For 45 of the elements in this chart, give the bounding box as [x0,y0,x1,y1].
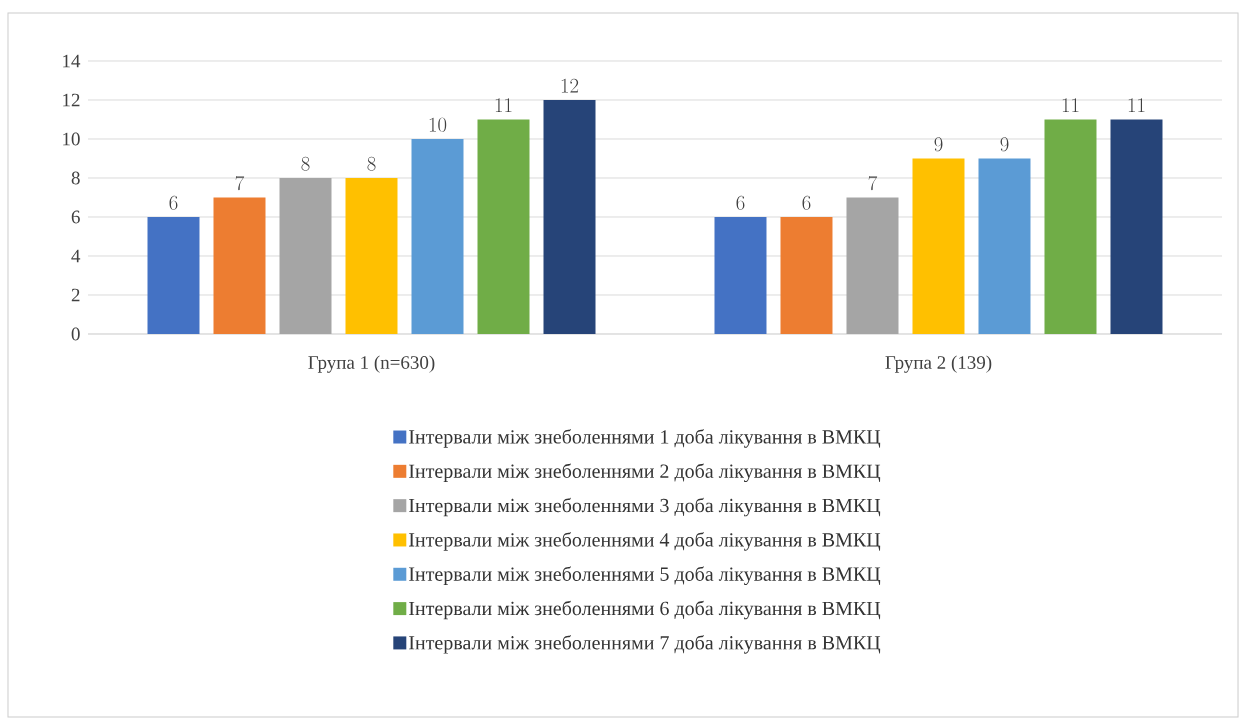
y-tick-label: 4 [71,249,81,263]
bar [279,178,332,334]
data-label: 11 [1128,98,1145,112]
data-label: 12 [561,78,579,93]
legend-label: Інтервали між знеболеннями 2 доба лікування в ВМКЦ [409,463,881,483]
x-tick-label: Група 1 (n=630) [308,355,435,373]
bar [846,197,899,334]
bar [912,158,965,334]
bar [477,119,530,334]
data-label: 6 [169,195,178,210]
y-tick-label: 10 [63,132,80,146]
y-tick-label: 0 [71,327,80,341]
data-label: 9 [934,137,943,152]
bar [780,217,833,334]
bar [543,99,596,334]
bar [147,217,200,334]
bar [978,158,1031,334]
x-tick-label: Група 2 (139) [885,355,992,373]
y-tick-label: 14 [63,54,81,68]
bar [345,178,398,334]
y-tick-label: 8 [71,171,80,185]
data-label: 7 [235,175,245,191]
legend-label: Інтервали між знеболеннями 4 доба лікування в ВМКЦ [409,532,881,551]
data-label: 11 [495,98,512,112]
bar [1044,119,1097,334]
bar [411,139,464,334]
y-tick-label: 2 [71,288,80,302]
data-label: 7 [868,175,878,191]
data-label: 10 [429,117,447,132]
data-label: 11 [1062,98,1079,112]
legend-label: Інтервали між знеболеннями 7 доба лікування в ВМКЦ [409,635,881,654]
data-label: 6 [802,195,811,210]
legend-label: Інтервали між знеболеннями 1 доба лікування в ВМКЦ [409,429,881,448]
y-tick-label: 6 [71,210,80,224]
data-label: 6 [736,195,745,210]
legend-label: Інтервали між знеболеннями 5 доба лікування в ВМКЦ [409,566,881,585]
y-tick-label: 12 [63,93,80,107]
data-label: 8 [367,156,376,171]
bar [1110,119,1163,334]
legend-label: Інтервали між знеболеннями 6 доба лікування в ВМКЦ [409,600,881,620]
data-label: 9 [1000,137,1009,152]
bar [213,197,266,334]
legend-label: Інтервали між знеболеннями 3 доба лікування в ВМКЦ [409,497,881,517]
data-label: 8 [301,156,310,171]
bar [714,217,767,334]
